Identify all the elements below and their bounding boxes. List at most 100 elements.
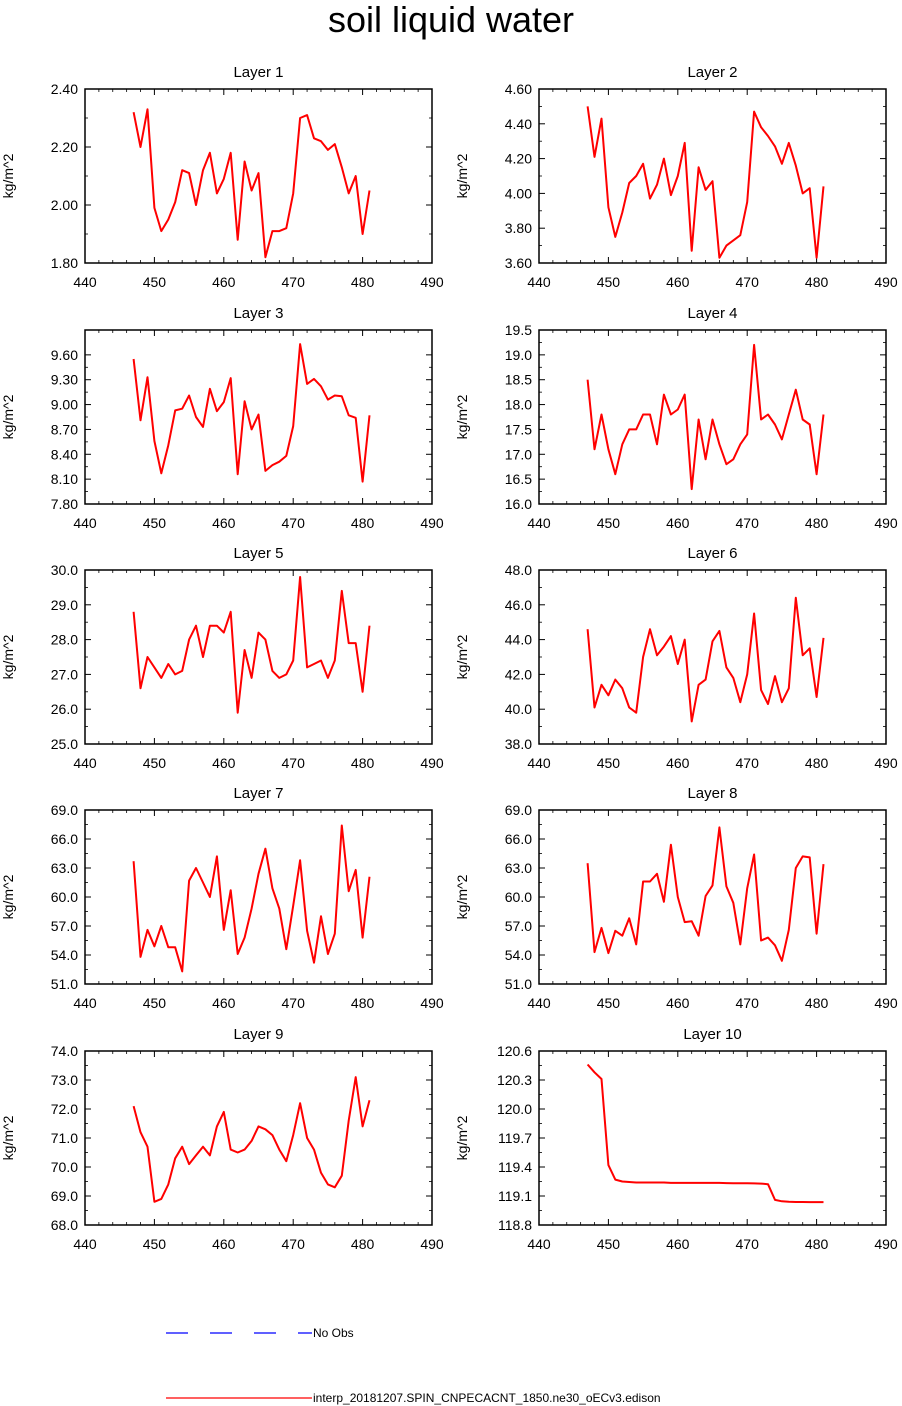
y-tick-label: 118.8 [498,1217,532,1233]
chart-title: Layer 4 [687,305,737,322]
y-tick-label: 25.0 [51,736,78,752]
x-tick-label: 490 [420,995,444,1011]
y-tick-label: 9.60 [51,347,78,363]
x-tick-label: 490 [874,1236,898,1252]
y-tick-label: 57.0 [51,918,78,934]
y-axis-label: kg/m^2 [0,634,16,679]
x-tick-label: 450 [143,755,167,771]
y-tick-label: 54.0 [505,947,532,963]
y-tick-label: 17.5 [505,421,532,437]
x-tick-label: 460 [666,995,690,1011]
series-line-model [586,106,825,259]
x-tick-label: 480 [805,1236,829,1252]
x-tick-label: 460 [212,274,236,290]
plot-frame [538,569,887,745]
x-tick-label: 480 [351,274,375,290]
y-tick-label: 57.0 [505,918,532,934]
y-tick-label: 4.60 [505,81,532,97]
y-tick-label: 66.0 [51,831,78,847]
y-tick-label: 66.0 [505,831,532,847]
y-tick-label: 70.0 [51,1159,78,1175]
chart-panel-layer-1: Layer 1 kg/m^2 440 450 460 470 480 490 1.80 2.00 2… [0,64,444,290]
x-tick-label: 490 [420,515,444,531]
plot-frame [84,1050,433,1226]
x-tick-label: 490 [874,995,898,1011]
y-tick-label: 9.00 [51,397,78,413]
series-line-model [132,343,371,483]
x-tick-label: 440 [73,995,97,1011]
x-tick-label: 480 [805,755,829,771]
y-tick-label: 44.0 [505,632,532,648]
y-tick-label: 119.1 [498,1188,532,1204]
x-tick-label: 440 [527,515,551,531]
chart-panel-layer-8: Layer 8 kg/m^2 440 450 460 470 480 490 51.0 54.0 5… [454,785,898,1011]
y-tick-label: 9.30 [51,372,78,388]
y-tick-label: 19.0 [505,347,532,363]
plot-frame [538,88,887,264]
y-tick-label: 68.0 [51,1217,78,1233]
chart-title: Layer 1 [233,64,283,81]
series-line-model [132,108,371,259]
x-tick-label: 470 [282,995,306,1011]
chart-title: Layer 10 [683,1026,741,1043]
legend-model-label: interp_20181207.SPIN_CNPECACNT_1850.ne30… [313,1391,661,1405]
y-tick-label: 8.70 [51,421,78,437]
chart-title: Layer 6 [687,545,737,562]
x-tick-label: 460 [212,515,236,531]
y-tick-label: 60.0 [505,889,532,905]
x-tick-label: 470 [282,274,306,290]
y-axis-label: kg/m^2 [454,394,470,439]
x-tick-label: 480 [351,515,375,531]
x-tick-label: 470 [736,515,760,531]
y-tick-label: 17.0 [505,446,532,462]
y-tick-label: 48.0 [505,562,532,578]
y-tick-label: 16.5 [505,471,532,487]
x-tick-label: 470 [736,274,760,290]
chart-panels: Layer 1 kg/m^2 440 450 460 470 480 490 1.80 2.00 2… [0,64,898,1252]
y-tick-label: 3.80 [505,220,532,236]
plot-frame [84,88,433,264]
y-tick-label: 27.0 [51,666,78,682]
y-tick-label: 3.60 [505,255,532,271]
y-tick-label: 8.40 [51,446,78,462]
chart-panel-layer-3: Layer 3 kg/m^2 440 450 460 470 480 490 7.80 8.10 8… [0,305,444,531]
y-axis-label: kg/m^2 [0,394,16,439]
chart-panel-layer-9: Layer 9 kg/m^2 440 450 460 470 480 490 68.0 69.0 7… [0,1026,444,1252]
chart-panel-layer-7: Layer 7 kg/m^2 440 450 460 470 480 490 51.0 54.0 5… [0,785,444,1011]
y-tick-label: 26.0 [51,701,78,717]
y-tick-label: 120.6 [497,1043,532,1059]
y-tick-label: 69.0 [51,1188,78,1204]
chart-title: Layer 3 [233,305,283,322]
x-tick-label: 470 [282,755,306,771]
chart-title: Layer 2 [687,64,737,81]
chart-title: Layer 5 [233,545,283,562]
x-tick-label: 460 [666,755,690,771]
series-line-model [132,1076,371,1203]
y-tick-label: 120.3 [497,1072,532,1088]
x-tick-label: 450 [143,995,167,1011]
x-tick-label: 440 [73,1236,97,1252]
series-line-model [586,596,825,723]
y-tick-label: 28.0 [51,632,78,648]
chart-panel-layer-10: Layer 10 kg/m^2 440 450 460 470 480 490 118.8 119… [454,1026,898,1252]
series-line-model [132,824,371,973]
x-tick-label: 470 [736,995,760,1011]
chart-title: Layer 7 [233,785,283,802]
y-tick-label: 1.80 [51,255,78,271]
series-line-model [586,343,825,491]
y-tick-label: 69.0 [51,802,78,818]
x-tick-label: 490 [874,274,898,290]
y-tick-label: 40.0 [505,701,532,717]
x-tick-label: 450 [597,274,621,290]
chart-panel-layer-4: Layer 4 kg/m^2 440 450 460 470 480 490 16.0 16.5 1… [454,305,898,531]
y-tick-label: 38.0 [505,736,532,752]
y-tick-label: 4.40 [505,116,532,132]
plot-frame [84,809,433,985]
x-tick-label: 470 [736,1236,760,1252]
plot-frame [538,329,887,505]
y-tick-label: 51.0 [51,976,78,992]
x-tick-label: 480 [351,755,375,771]
series-line-model [586,1063,824,1204]
x-tick-label: 480 [351,995,375,1011]
chart-panel-layer-5: Layer 5 kg/m^2 440 450 460 470 480 490 25.0 26.0 2… [0,545,444,771]
